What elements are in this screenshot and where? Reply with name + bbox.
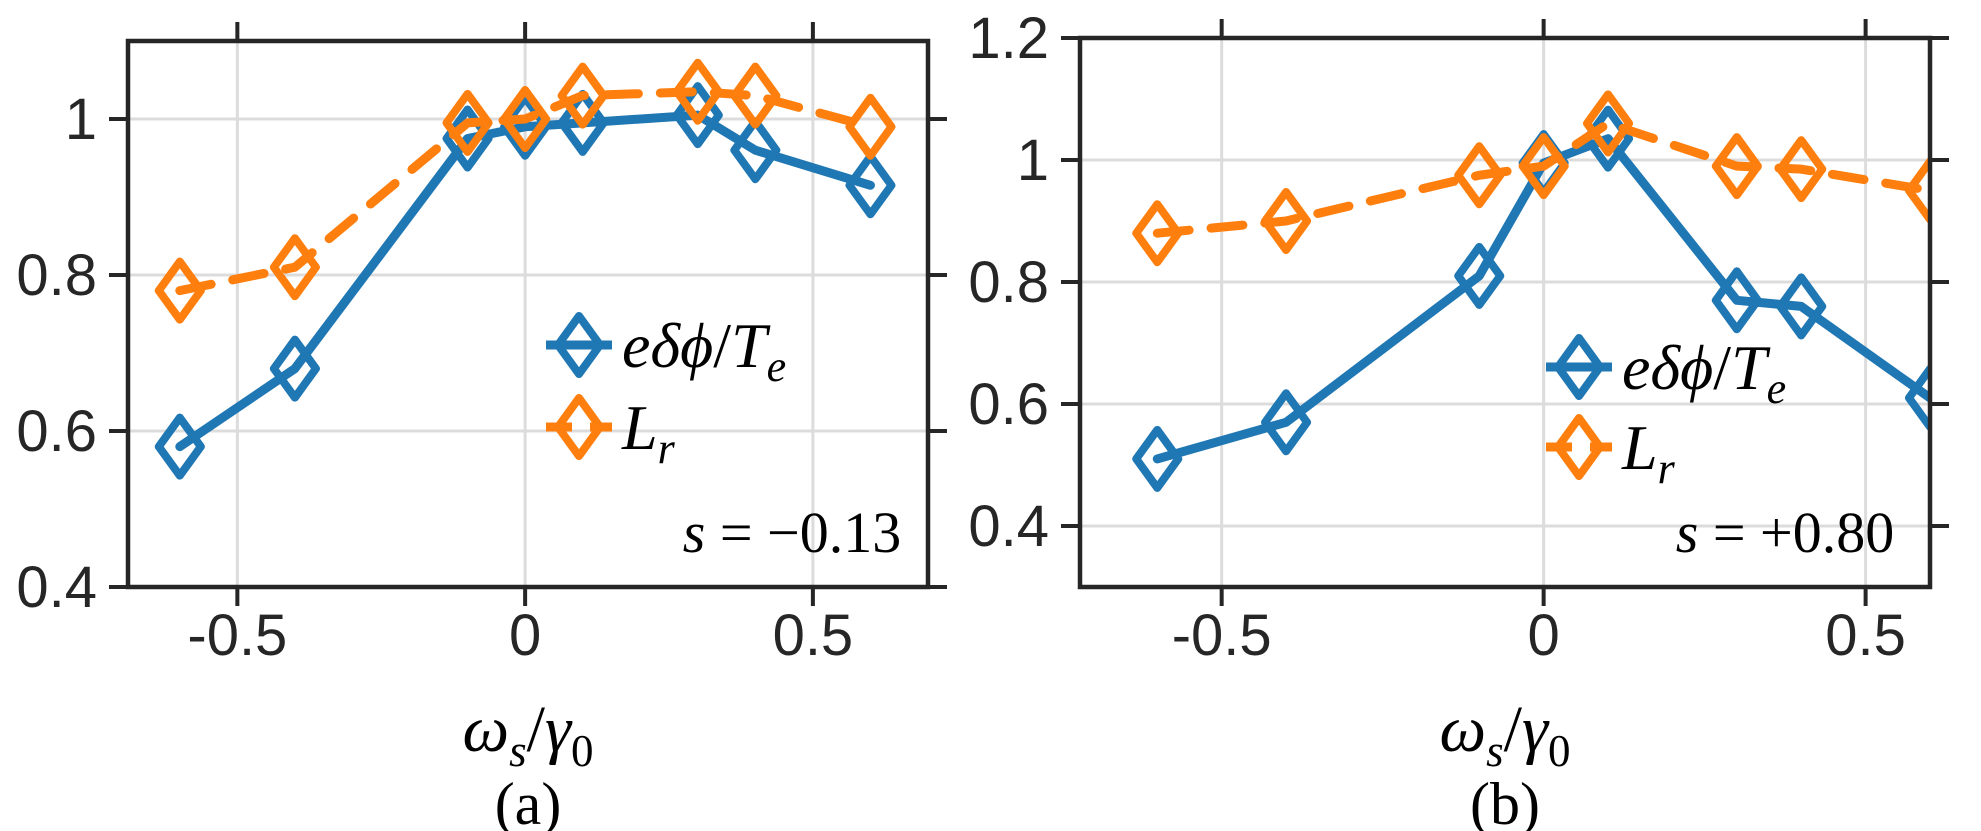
legend-marker xyxy=(1554,414,1604,480)
axes-box xyxy=(1077,35,1933,590)
x-tick-label: 0 xyxy=(1528,603,1560,668)
marker-e-delta-phi-over-Te xyxy=(1132,425,1183,492)
legend-entry-e-delta-phi-over-Te: eδϕ/Te xyxy=(546,310,786,391)
marker-e-delta-phi-over-Te xyxy=(1776,273,1827,340)
x-tick-label: -0.5 xyxy=(187,603,287,668)
marker-Lr xyxy=(1261,188,1312,254)
y-tick-label: 1.2 xyxy=(968,6,1049,71)
marker-Lr xyxy=(1132,200,1183,267)
marker-Lr xyxy=(154,257,205,324)
marker-Lr xyxy=(672,58,723,125)
marker-e-delta-phi-over-Te xyxy=(154,413,205,480)
annotation-s-value: s = −0.13 xyxy=(683,500,902,565)
y-tick-label: 0.4 xyxy=(968,494,1049,559)
y-tick-label: 1 xyxy=(1017,128,1049,193)
series-line-Lr xyxy=(175,87,875,296)
plot-data xyxy=(154,58,896,480)
series-line-e-delta-phi-over-Te xyxy=(1152,134,1930,464)
x-tick-label: 0.5 xyxy=(1825,603,1906,668)
legend-label-Lr: Lr xyxy=(621,392,676,473)
marker-e-delta-phi-over-Te xyxy=(269,335,320,402)
x-axis-label: ωs/γ0 xyxy=(1440,693,1571,776)
plot-data xyxy=(1132,90,1930,492)
x-axis-label: ωs/γ0 xyxy=(463,693,594,776)
marker-Lr xyxy=(1454,142,1505,209)
legend-marker xyxy=(554,312,604,378)
marker-e-delta-phi-over-Te xyxy=(1905,364,1930,431)
annotation-s-value: s = +0.80 xyxy=(1676,500,1895,565)
marker-Lr xyxy=(1905,157,1930,224)
y-tick-label: 0.4 xyxy=(16,555,97,620)
marker-Lr xyxy=(1776,136,1827,203)
marker-Lr xyxy=(500,86,551,152)
legend-label-e-delta-phi-over-Te: eδϕ/Te xyxy=(622,310,786,391)
legend-marker xyxy=(1554,334,1604,400)
x-tick-label: 0.5 xyxy=(773,603,854,668)
series-line-Lr xyxy=(1152,118,1930,238)
marker-e-delta-phi-over-Te xyxy=(730,117,781,184)
y-tick-label: 1 xyxy=(65,87,97,152)
legend-entry-Lr: Lr xyxy=(546,392,676,473)
y-tick-label: 0.6 xyxy=(16,399,97,464)
x-tick-label: -0.5 xyxy=(1172,603,1272,668)
y-tick-label: 0.8 xyxy=(16,243,97,308)
panel-caption: (b) xyxy=(1470,771,1540,831)
legend-label-e-delta-phi-over-Te: eδϕ/Te xyxy=(1622,332,1786,413)
y-tick-label: 0.6 xyxy=(968,372,1049,437)
legend-entry-Lr: Lr xyxy=(1546,412,1676,493)
marker-Lr xyxy=(1583,90,1634,157)
panel-caption: (a) xyxy=(495,771,562,831)
legend-entry-e-delta-phi-over-Te: eδϕ/Te xyxy=(1546,332,1786,413)
legend-marker xyxy=(554,394,604,460)
marker-e-delta-phi-over-Te xyxy=(557,89,608,156)
marker-Lr xyxy=(730,62,781,129)
series-line-e-delta-phi-over-Te xyxy=(175,110,875,452)
marker-e-delta-phi-over-Te xyxy=(845,152,896,219)
y-tick-label: 0.8 xyxy=(968,250,1049,315)
marker-Lr xyxy=(845,93,896,160)
marker-Lr xyxy=(1518,133,1569,200)
marker-Lr xyxy=(442,89,493,156)
marker-e-delta-phi-over-Te xyxy=(1454,242,1505,309)
axes-box xyxy=(125,38,931,590)
marker-Lr xyxy=(557,62,608,129)
marker-Lr xyxy=(269,234,320,301)
marker-Lr xyxy=(1711,133,1762,200)
marker-e-delta-phi-over-Te xyxy=(1261,389,1312,456)
x-tick-label: 0 xyxy=(509,603,541,668)
marker-e-delta-phi-over-Te xyxy=(1711,267,1762,334)
legend-label-Lr: Lr xyxy=(1621,412,1676,493)
